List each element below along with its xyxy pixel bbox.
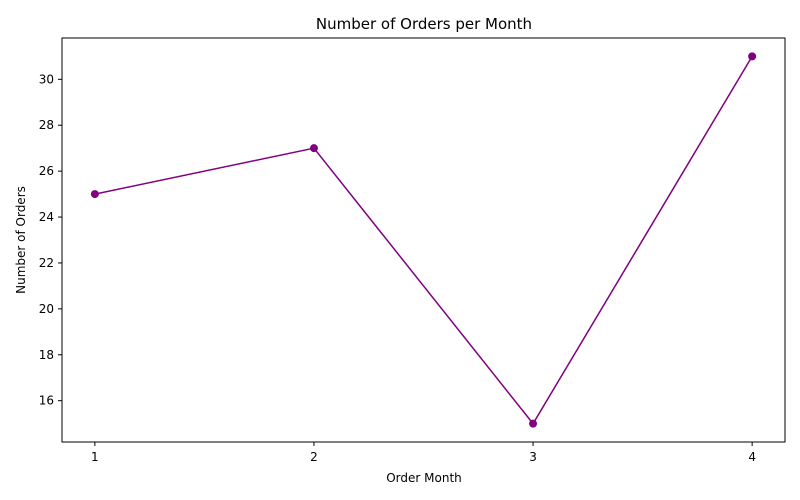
y-tick-label: 18: [39, 348, 54, 362]
y-tick-label: 30: [39, 72, 54, 86]
series-line: [94, 55, 753, 425]
y-tick-label: 28: [39, 118, 54, 132]
data-point: [90, 190, 99, 199]
y-tick-label: 22: [39, 256, 54, 270]
y-tick-label: 26: [39, 164, 54, 178]
plot-frame: [61, 37, 786, 443]
x-tick-label: 1: [91, 450, 99, 464]
chart-title: Number of Orders per Month: [316, 15, 532, 33]
x-axis-ticks: 1 2 3 4: [91, 442, 756, 464]
x-tick-label: 3: [529, 450, 537, 464]
x-tick-label: 2: [310, 450, 318, 464]
y-tick-label: 20: [39, 302, 54, 316]
x-tick-label: 4: [748, 450, 756, 464]
y-axis-label: Number of Orders: [14, 186, 28, 294]
y-tick-label: 16: [39, 394, 54, 408]
data-point: [529, 419, 538, 428]
y-tick-label: 24: [39, 210, 54, 224]
x-axis-label: Order Month: [386, 471, 462, 485]
data-point: [309, 144, 318, 153]
data-point: [748, 52, 757, 61]
series-layer: [90, 52, 757, 428]
y-axis-ticks: 16 18 20 22 24 26 28 30: [39, 72, 62, 408]
